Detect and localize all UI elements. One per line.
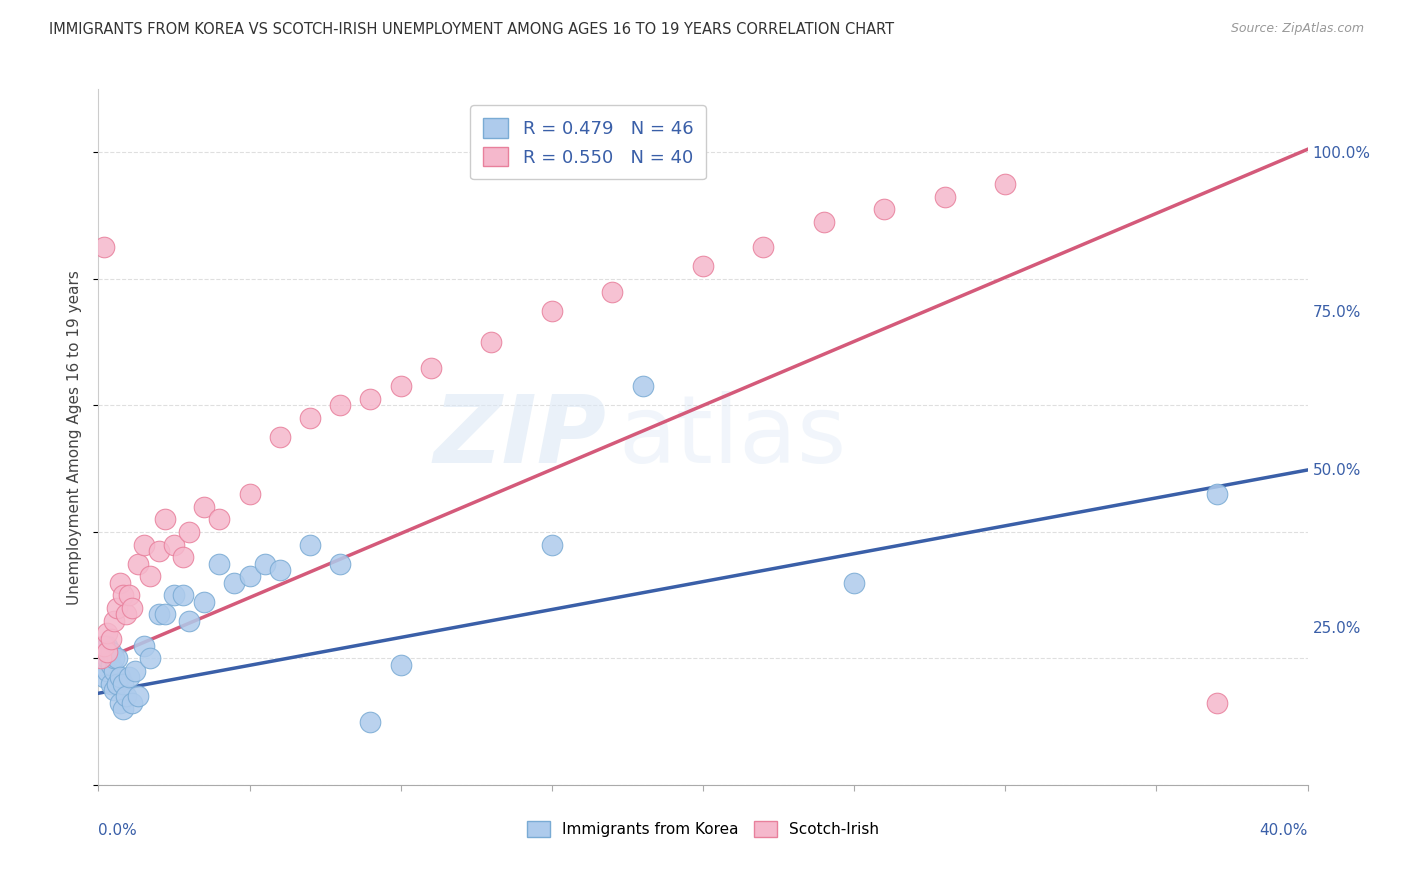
Point (540, 538, 562, 552)
Point (124, 664, 146, 678)
Point (111, 588, 134, 602)
Point (239, 487, 262, 501)
Point (93, 240, 115, 254)
Point (360, 392, 382, 406)
Point (108, 696, 131, 710)
Point (481, 335, 503, 350)
Point (360, 714, 382, 729)
Point (108, 670, 131, 684)
Point (108, 575, 131, 590)
Point (90, 645, 112, 659)
Point (121, 600, 143, 615)
Point (103, 683, 125, 698)
Text: Source: ZipAtlas.com: Source: ZipAtlas.com (1230, 22, 1364, 36)
Point (118, 588, 141, 602)
Text: IMMIGRANTS FROM KOREA VS SCOTCH-IRISH UNEMPLOYMENT AMONG AGES 16 TO 19 YEARS COR: IMMIGRANTS FROM KOREA VS SCOTCH-IRISH UN… (49, 22, 894, 37)
Point (103, 614, 125, 628)
Point (934, 190, 956, 204)
Point (153, 512, 176, 526)
Point (96, 645, 118, 659)
Point (100, 645, 122, 659)
Point (96, 639, 118, 653)
Point (253, 557, 276, 571)
Point (96, 651, 118, 665)
Point (299, 411, 322, 425)
Point (239, 569, 262, 583)
Point (389, 379, 412, 393)
Point (163, 538, 186, 552)
Point (540, 303, 562, 318)
Point (96, 626, 118, 640)
Point (118, 670, 141, 684)
Point (90, 651, 112, 665)
Point (93, 670, 115, 684)
Point (193, 594, 215, 608)
Point (752, 240, 775, 254)
Point (179, 524, 201, 539)
Point (1206, 487, 1229, 501)
Point (153, 607, 176, 622)
Point (111, 677, 134, 691)
Point (602, 285, 624, 299)
Point (172, 550, 194, 565)
Point (139, 651, 162, 665)
Point (269, 430, 291, 444)
Point (105, 677, 128, 691)
Point (299, 538, 322, 552)
Point (103, 651, 125, 665)
Point (179, 614, 201, 628)
Point (132, 538, 155, 552)
Point (127, 557, 149, 571)
Point (631, 379, 654, 393)
Point (105, 600, 128, 615)
Point (208, 557, 231, 571)
Point (111, 702, 134, 716)
Point (208, 512, 231, 526)
Point (105, 651, 128, 665)
Point (100, 657, 122, 672)
Point (100, 677, 122, 691)
Point (93, 639, 115, 653)
Point (163, 588, 186, 602)
Text: 40.0%: 40.0% (1260, 823, 1308, 838)
Point (93, 639, 115, 653)
Point (269, 563, 291, 577)
Point (813, 215, 835, 229)
Point (193, 500, 215, 514)
Point (844, 575, 866, 590)
Text: ZIP: ZIP (433, 391, 606, 483)
Text: atlas: atlas (619, 391, 846, 483)
Point (224, 575, 246, 590)
Point (873, 202, 896, 217)
Text: 0.0%: 0.0% (98, 823, 138, 838)
Point (148, 607, 170, 622)
Point (127, 690, 149, 704)
Point (93, 651, 115, 665)
Point (329, 557, 352, 571)
Point (420, 360, 443, 375)
Point (132, 639, 155, 653)
Legend: Immigrants from Korea, Scotch-Irish: Immigrants from Korea, Scotch-Irish (520, 815, 886, 844)
Point (90, 657, 112, 672)
Point (1206, 696, 1229, 710)
Point (148, 544, 170, 558)
Point (139, 569, 162, 583)
Point (103, 664, 125, 678)
Point (100, 632, 122, 647)
Point (114, 607, 136, 622)
Point (96, 664, 118, 678)
Point (329, 399, 352, 413)
Point (172, 588, 194, 602)
Point (389, 657, 412, 672)
Point (121, 696, 143, 710)
Point (114, 690, 136, 704)
Point (994, 177, 1017, 191)
Y-axis label: Unemployment Among Ages 16 to 19 years: Unemployment Among Ages 16 to 19 years (67, 269, 83, 605)
Point (692, 260, 714, 274)
